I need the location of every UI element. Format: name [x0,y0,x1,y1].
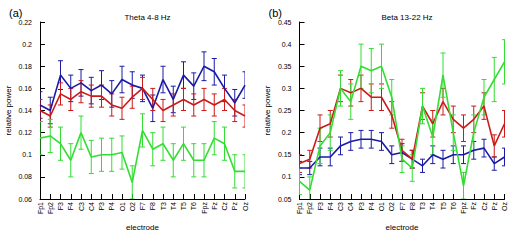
svg-text:P4: P4 [368,202,375,211]
svg-text:F7: F7 [399,202,406,210]
svg-text:0.08: 0.08 [18,173,32,180]
svg-text:C4: C4 [88,202,95,211]
svg-text:T4: T4 [429,202,436,210]
svg-text:0.1: 0.1 [22,151,32,158]
svg-text:Cz: Cz [481,202,488,211]
svg-text:0.22: 0.22 [18,19,32,26]
svg-text:Oz: Oz [501,202,508,211]
svg-text:O2: O2 [129,202,136,211]
svg-text:Pz: Pz [491,202,498,211]
svg-text:0.18: 0.18 [18,63,32,70]
svg-text:Cz: Cz [221,202,228,211]
svg-text:T6: T6 [190,202,197,210]
svg-text:0.05: 0.05 [278,196,292,203]
svg-text:Fpz: Fpz [201,202,209,214]
svg-text:Fp1: Fp1 [37,202,45,214]
svg-text:Oz: Oz [242,202,249,211]
svg-text:Pz: Pz [231,202,238,211]
svg-text:C3: C3 [78,202,85,211]
svg-text:F8: F8 [409,202,416,210]
svg-text:0.1: 0.1 [282,173,292,180]
svg-text:Fp2: Fp2 [306,202,314,214]
svg-text:F3: F3 [317,202,324,210]
svg-text:relative power: relative power [263,85,272,135]
svg-text:Fpz: Fpz [460,202,468,214]
svg-text:0.2: 0.2 [282,129,292,136]
svg-text:0.3: 0.3 [282,85,292,92]
svg-text:F7: F7 [139,202,146,210]
svg-text:Fz: Fz [211,202,218,210]
svg-text:0.35: 0.35 [278,63,292,70]
svg-text:T6: T6 [450,202,457,210]
svg-text:C3: C3 [337,202,344,211]
svg-text:0.16: 0.16 [18,85,32,92]
svg-text:(a): (a) [9,7,22,19]
svg-text:Fp1: Fp1 [296,202,304,214]
svg-text:O2: O2 [388,202,395,211]
svg-text:T3: T3 [160,202,167,210]
svg-text:electrode: electrode [386,223,419,232]
svg-text:O1: O1 [378,202,385,211]
svg-text:Fp2: Fp2 [47,202,55,214]
svg-text:P3: P3 [98,202,105,211]
svg-text:Beta 13-22 Hz: Beta 13-22 Hz [381,13,432,22]
svg-text:0.45: 0.45 [278,19,292,26]
svg-text:C4: C4 [347,202,354,211]
svg-text:electrode: electrode [126,223,159,232]
svg-text:0.14: 0.14 [18,107,32,114]
svg-text:F3: F3 [57,202,64,210]
svg-text:0.15: 0.15 [278,151,292,158]
svg-text:0.25: 0.25 [278,107,292,114]
svg-text:T5: T5 [180,202,187,210]
svg-text:relative power: relative power [4,85,13,135]
svg-text:F4: F4 [327,202,334,210]
svg-text:0.4: 0.4 [282,41,292,48]
svg-text:P3: P3 [358,202,365,211]
svg-text:0.12: 0.12 [18,129,32,136]
svg-text:F8: F8 [149,202,156,210]
svg-text:0.2: 0.2 [22,41,32,48]
svg-text:P4: P4 [108,202,115,211]
svg-text:F4: F4 [67,202,74,210]
svg-text:T5: T5 [440,202,447,210]
svg-text:T3: T3 [419,202,426,210]
svg-text:(b): (b) [269,7,282,19]
svg-text:Theta 4-8 Hz: Theta 4-8 Hz [124,13,170,22]
svg-text:O1: O1 [119,202,126,211]
svg-text:0.06: 0.06 [18,196,32,203]
svg-text:Fz: Fz [470,202,477,210]
svg-text:T4: T4 [170,202,177,210]
